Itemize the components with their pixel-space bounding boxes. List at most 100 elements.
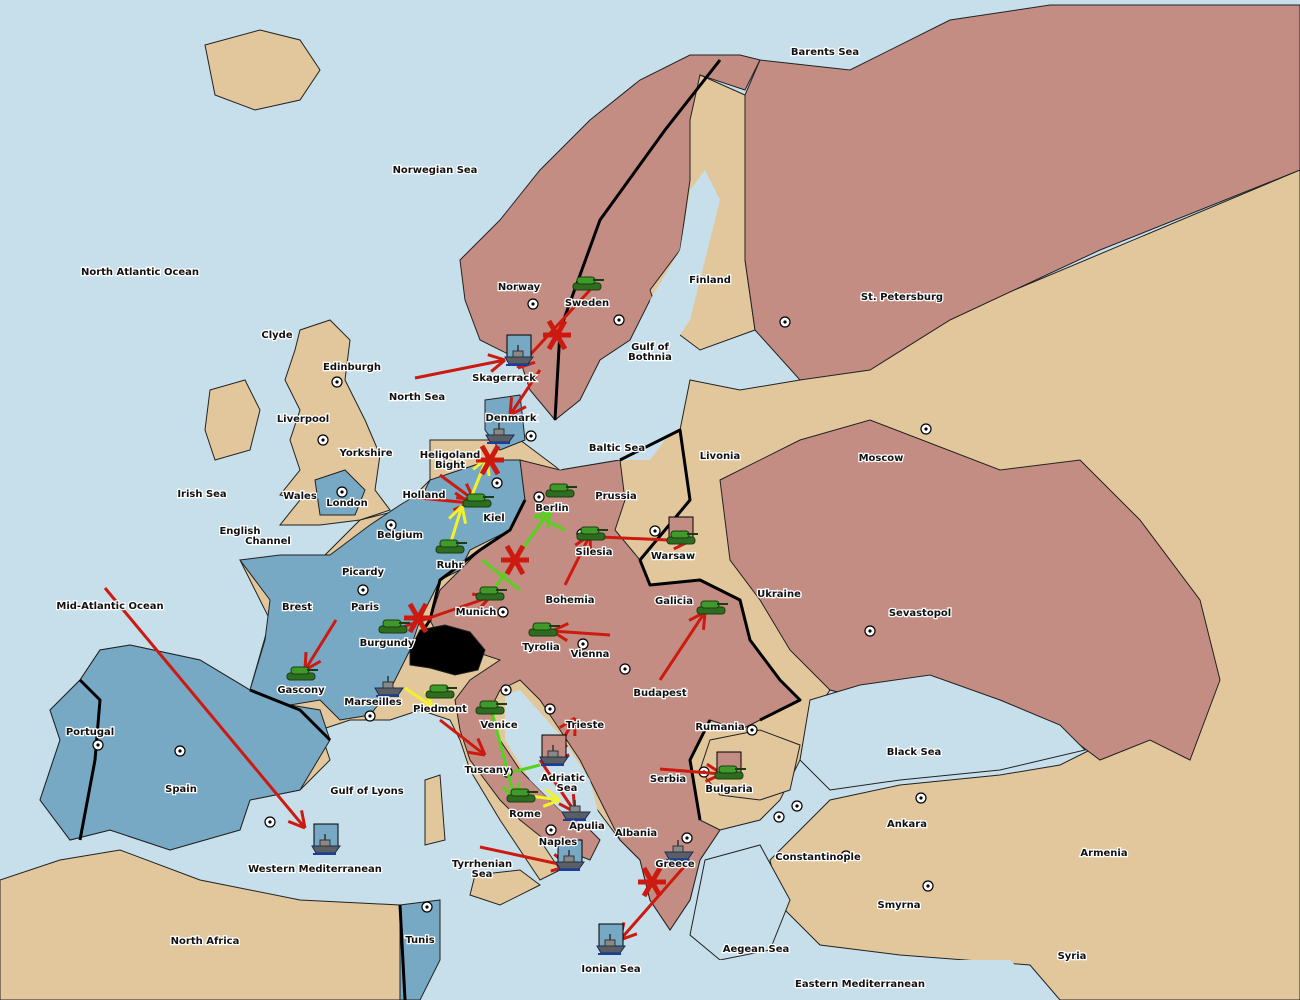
province-label: Wales bbox=[283, 491, 317, 502]
province-label: Black Sea bbox=[887, 747, 942, 758]
iberia bbox=[39, 644, 331, 851]
tank-icon bbox=[475, 586, 507, 601]
army-unit-bulgaria[interactable] bbox=[714, 751, 746, 780]
tank-icon bbox=[286, 666, 318, 681]
army-unit-munich[interactable] bbox=[475, 586, 507, 601]
fleet-unit-skagerrack[interactable] bbox=[504, 334, 534, 366]
move-order-arrow bbox=[303, 619, 338, 671]
province-label: Ruhr bbox=[437, 560, 464, 571]
supply-center-icon bbox=[533, 491, 545, 503]
support-order-arrow bbox=[544, 788, 561, 802]
supply-center-icon bbox=[317, 434, 329, 446]
province-label: Serbia bbox=[650, 774, 686, 785]
move-order-arrow bbox=[551, 629, 611, 637]
baltic-sea bbox=[530, 360, 690, 470]
green-cross-mark bbox=[481, 558, 521, 592]
borders-layer bbox=[78, 59, 802, 1000]
army-unit-burgundy[interactable] bbox=[378, 619, 410, 634]
province-label: Holland bbox=[402, 490, 445, 501]
units-layer[interactable] bbox=[286, 276, 746, 955]
province-label: Brest bbox=[282, 602, 312, 613]
army-unit-kiel[interactable] bbox=[462, 493, 494, 508]
battleship-icon bbox=[664, 840, 694, 861]
power-border bbox=[398, 904, 407, 1000]
army-unit-galicia[interactable] bbox=[696, 600, 728, 615]
province-label: Berlin bbox=[535, 503, 568, 514]
move-order-arrow bbox=[287, 819, 306, 830]
move-order-arrow bbox=[659, 767, 723, 776]
gulf-of-bothnia bbox=[650, 170, 720, 350]
province-label: London bbox=[326, 498, 368, 509]
province-label: Bulgaria bbox=[705, 784, 752, 795]
province-label: Prussia bbox=[595, 491, 636, 502]
province-label: Ukraine bbox=[757, 589, 801, 600]
tank-icon bbox=[572, 276, 604, 291]
province-label: Ankara bbox=[887, 819, 927, 830]
province-label: Smyrna bbox=[878, 900, 921, 911]
province-label: Burgundy bbox=[360, 638, 415, 649]
province-label: Galicia bbox=[655, 596, 693, 607]
province-label: Gascony bbox=[277, 685, 325, 696]
supply-center-icon bbox=[544, 703, 556, 715]
army-unit-piedmont[interactable] bbox=[425, 684, 457, 699]
province-label: Syria bbox=[1058, 951, 1087, 962]
province-label: Edinburgh bbox=[323, 362, 381, 373]
supply-center-icon bbox=[421, 901, 433, 913]
support-order-arrow bbox=[448, 504, 464, 520]
army-unit-warsaw[interactable] bbox=[666, 516, 698, 545]
russia-north bbox=[744, 4, 1300, 381]
province-label: Rome bbox=[509, 809, 541, 820]
province-label: Liverpool bbox=[277, 414, 329, 425]
supply-center-icon bbox=[920, 423, 932, 435]
army-unit-gascony[interactable] bbox=[286, 666, 318, 681]
army-unit-rome[interactable] bbox=[506, 788, 538, 803]
labels-layer: Barents Sea Norwegian Sea North Atlantic O… bbox=[55, 46, 1129, 992]
switzerland bbox=[409, 624, 486, 676]
supply-center-icon bbox=[525, 430, 537, 442]
fleet-unit-denmark[interactable] bbox=[485, 423, 515, 444]
fleet-unit-greece[interactable] bbox=[664, 840, 694, 861]
fleet-unit-apulia[interactable] bbox=[561, 800, 591, 821]
province-label: Ionian Sea bbox=[581, 964, 640, 975]
army-unit-sweden[interactable] bbox=[572, 276, 604, 291]
move-order-arrow bbox=[466, 750, 486, 757]
army-unit-ruhr[interactable] bbox=[435, 539, 467, 554]
army-unit-berlin[interactable] bbox=[545, 483, 577, 498]
army-unit-silesia[interactable] bbox=[576, 526, 608, 541]
province-label: Picardy bbox=[342, 567, 385, 578]
battleship-icon bbox=[539, 745, 569, 766]
province-label: North Africa bbox=[171, 936, 240, 947]
power-border bbox=[78, 678, 102, 841]
failed-order-mark bbox=[546, 319, 568, 351]
army-unit-tyrolia[interactable] bbox=[528, 622, 560, 637]
fleet-unit-western-mediterranean[interactable] bbox=[311, 823, 341, 855]
tank-icon bbox=[714, 765, 746, 780]
tank-icon bbox=[435, 539, 467, 554]
battleship-icon bbox=[596, 934, 626, 955]
iceland bbox=[204, 29, 321, 111]
fleet-unit-adriatic-sea[interactable] bbox=[539, 734, 569, 766]
supply-center-icon bbox=[922, 880, 934, 892]
province-label: Bight bbox=[435, 460, 465, 471]
supply-center-icon bbox=[497, 606, 509, 618]
green-cross-mark bbox=[534, 513, 566, 532]
fleet-unit-ionian-sea[interactable] bbox=[596, 923, 626, 955]
support-order-arrow bbox=[404, 686, 434, 709]
supply-center-icon bbox=[577, 638, 589, 650]
fleet-unit-naples[interactable] bbox=[555, 839, 585, 871]
province-label: Clyde bbox=[261, 330, 292, 341]
province-label: Sea bbox=[472, 869, 493, 880]
tank-icon bbox=[475, 700, 507, 715]
britain bbox=[278, 319, 391, 526]
move-order-arrow bbox=[479, 845, 569, 868]
fleet-unit-marseilles[interactable] bbox=[374, 676, 404, 697]
province-label: Irish Sea bbox=[177, 489, 226, 500]
supply-center-icon bbox=[527, 298, 539, 310]
province-label: Spain bbox=[165, 784, 197, 795]
move-order-arrow bbox=[701, 611, 707, 631]
move-order-arrow bbox=[439, 718, 486, 757]
power-border bbox=[408, 499, 527, 651]
support-order-arrow bbox=[460, 505, 468, 524]
army-unit-venice[interactable] bbox=[475, 700, 507, 715]
